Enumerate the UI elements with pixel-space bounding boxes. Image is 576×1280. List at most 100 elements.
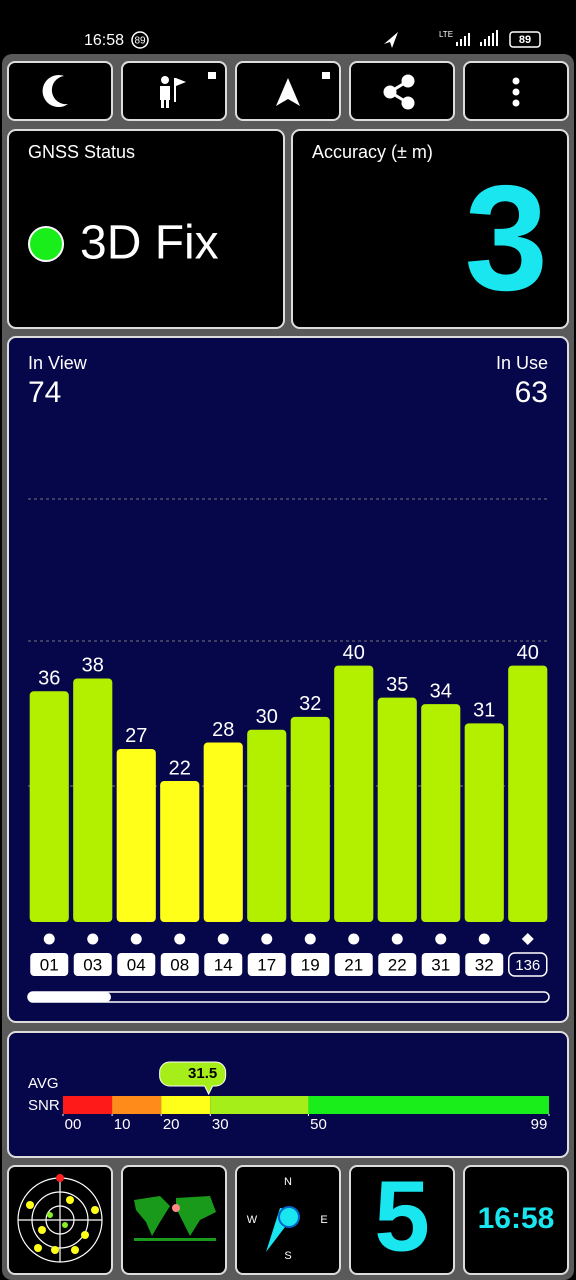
signal-icons (456, 30, 498, 46)
prn-label: 03 (83, 955, 102, 974)
snr-tick-label: 00 (65, 1116, 82, 1133)
scroll-thumb[interactable] (28, 992, 111, 1002)
bar-value-label: 32 (299, 693, 321, 715)
location-icon (384, 32, 398, 48)
prn-box (204, 953, 243, 976)
prn-box (73, 953, 112, 976)
fix-indicator (28, 226, 64, 262)
compass-n: N (284, 1176, 292, 1188)
snr-band (112, 1096, 162, 1114)
snr-tick-label: 99 (531, 1116, 548, 1133)
lock-icon (322, 72, 330, 79)
used-marker (43, 933, 55, 945)
bar (160, 781, 200, 922)
used-marker (348, 933, 360, 945)
gnss-panel (7, 129, 285, 329)
snr-tick-label: 20 (163, 1116, 180, 1133)
clock: 16:58 (478, 1202, 555, 1235)
night-button[interactable] (7, 61, 113, 121)
grid (28, 498, 548, 787)
share-button[interactable] (349, 61, 455, 121)
snr-label-2: SNR (28, 1097, 60, 1114)
used-marker (304, 933, 316, 945)
bottom-row: N E S W 5 16:58 (7, 1160, 569, 1275)
bar (116, 748, 156, 922)
used-marker (217, 933, 229, 945)
used-marker (391, 933, 403, 945)
network-type: LTE (439, 30, 453, 39)
prn-label: 04 (127, 955, 146, 974)
snr-tick-label: 10 (114, 1116, 131, 1133)
prn-box (117, 953, 156, 976)
bar (29, 691, 69, 922)
satellites-panel (349, 1165, 455, 1275)
snr-average-label: 31.5 (188, 1065, 217, 1082)
prn-label: 19 (301, 955, 320, 974)
compass-hub (278, 1206, 300, 1228)
prn-box (508, 952, 548, 977)
sbas-marker (521, 933, 534, 945)
used-marker (478, 933, 490, 945)
arrow-icon (276, 78, 300, 106)
moon-icon (42, 75, 68, 108)
map-base (134, 1238, 216, 1241)
prn-label: 22 (388, 955, 407, 974)
bar-value-label: 34 (430, 680, 452, 702)
status-badge: 89 (134, 36, 146, 47)
used-marker (174, 933, 186, 945)
bar (421, 704, 461, 922)
prn-label: 14 (214, 955, 233, 974)
map-icon (134, 1196, 216, 1236)
snr-average-marker (159, 1061, 227, 1096)
in-view-label: In View (28, 353, 88, 373)
prn-box (421, 953, 460, 976)
prn-label: 01 (40, 955, 59, 974)
accuracy-title: Accuracy (± m) (312, 142, 433, 162)
accuracy-value: 3 (465, 154, 548, 322)
menu-icon (512, 77, 520, 107)
satellite-count: 5 (374, 1160, 430, 1272)
share-icon (383, 74, 415, 110)
in-use-label: In Use (496, 353, 548, 373)
skyplot-icon (17, 1177, 103, 1263)
prn-label: 136 (515, 957, 540, 974)
bar-value-label: 38 (82, 655, 104, 677)
bar-value-label: 31 (473, 700, 495, 722)
compass-e: E (320, 1214, 327, 1226)
compass-w: W (247, 1214, 258, 1226)
bar (377, 697, 417, 922)
prn-box (247, 953, 286, 976)
prn-label: 21 (344, 955, 363, 974)
badge-ring (131, 31, 149, 49)
gnss-title: GNSS Status (28, 142, 135, 162)
toolbar (7, 61, 569, 121)
snr-band (308, 1096, 549, 1114)
bar-value-label: 30 (256, 706, 278, 728)
snr-band (161, 1096, 211, 1114)
prn-label: 08 (170, 955, 189, 974)
bar-value-label: 35 (386, 674, 408, 696)
snr-band (63, 1096, 113, 1114)
bar (73, 678, 113, 922)
map-pin (172, 1204, 180, 1212)
person-icon (160, 72, 216, 108)
map-button[interactable] (121, 1165, 227, 1275)
used-marker (261, 933, 273, 945)
snr-panel (7, 1031, 569, 1158)
compass-s: S (284, 1250, 291, 1262)
bar-value-label: 22 (169, 757, 191, 779)
fix-status: 3D Fix (80, 217, 219, 270)
bar-value-label: 36 (38, 668, 60, 690)
used-marker (435, 933, 447, 945)
prn-label: 17 (257, 955, 276, 974)
battery (509, 31, 541, 48)
prn-box (378, 953, 417, 976)
accuracy-panel (291, 129, 569, 329)
prn-box (334, 953, 373, 976)
bar-value-label: 40 (517, 642, 539, 664)
in-view-value: 74 (28, 376, 61, 409)
battery-level: 89 (519, 34, 531, 46)
bar (290, 716, 330, 922)
snr-band (210, 1096, 309, 1114)
